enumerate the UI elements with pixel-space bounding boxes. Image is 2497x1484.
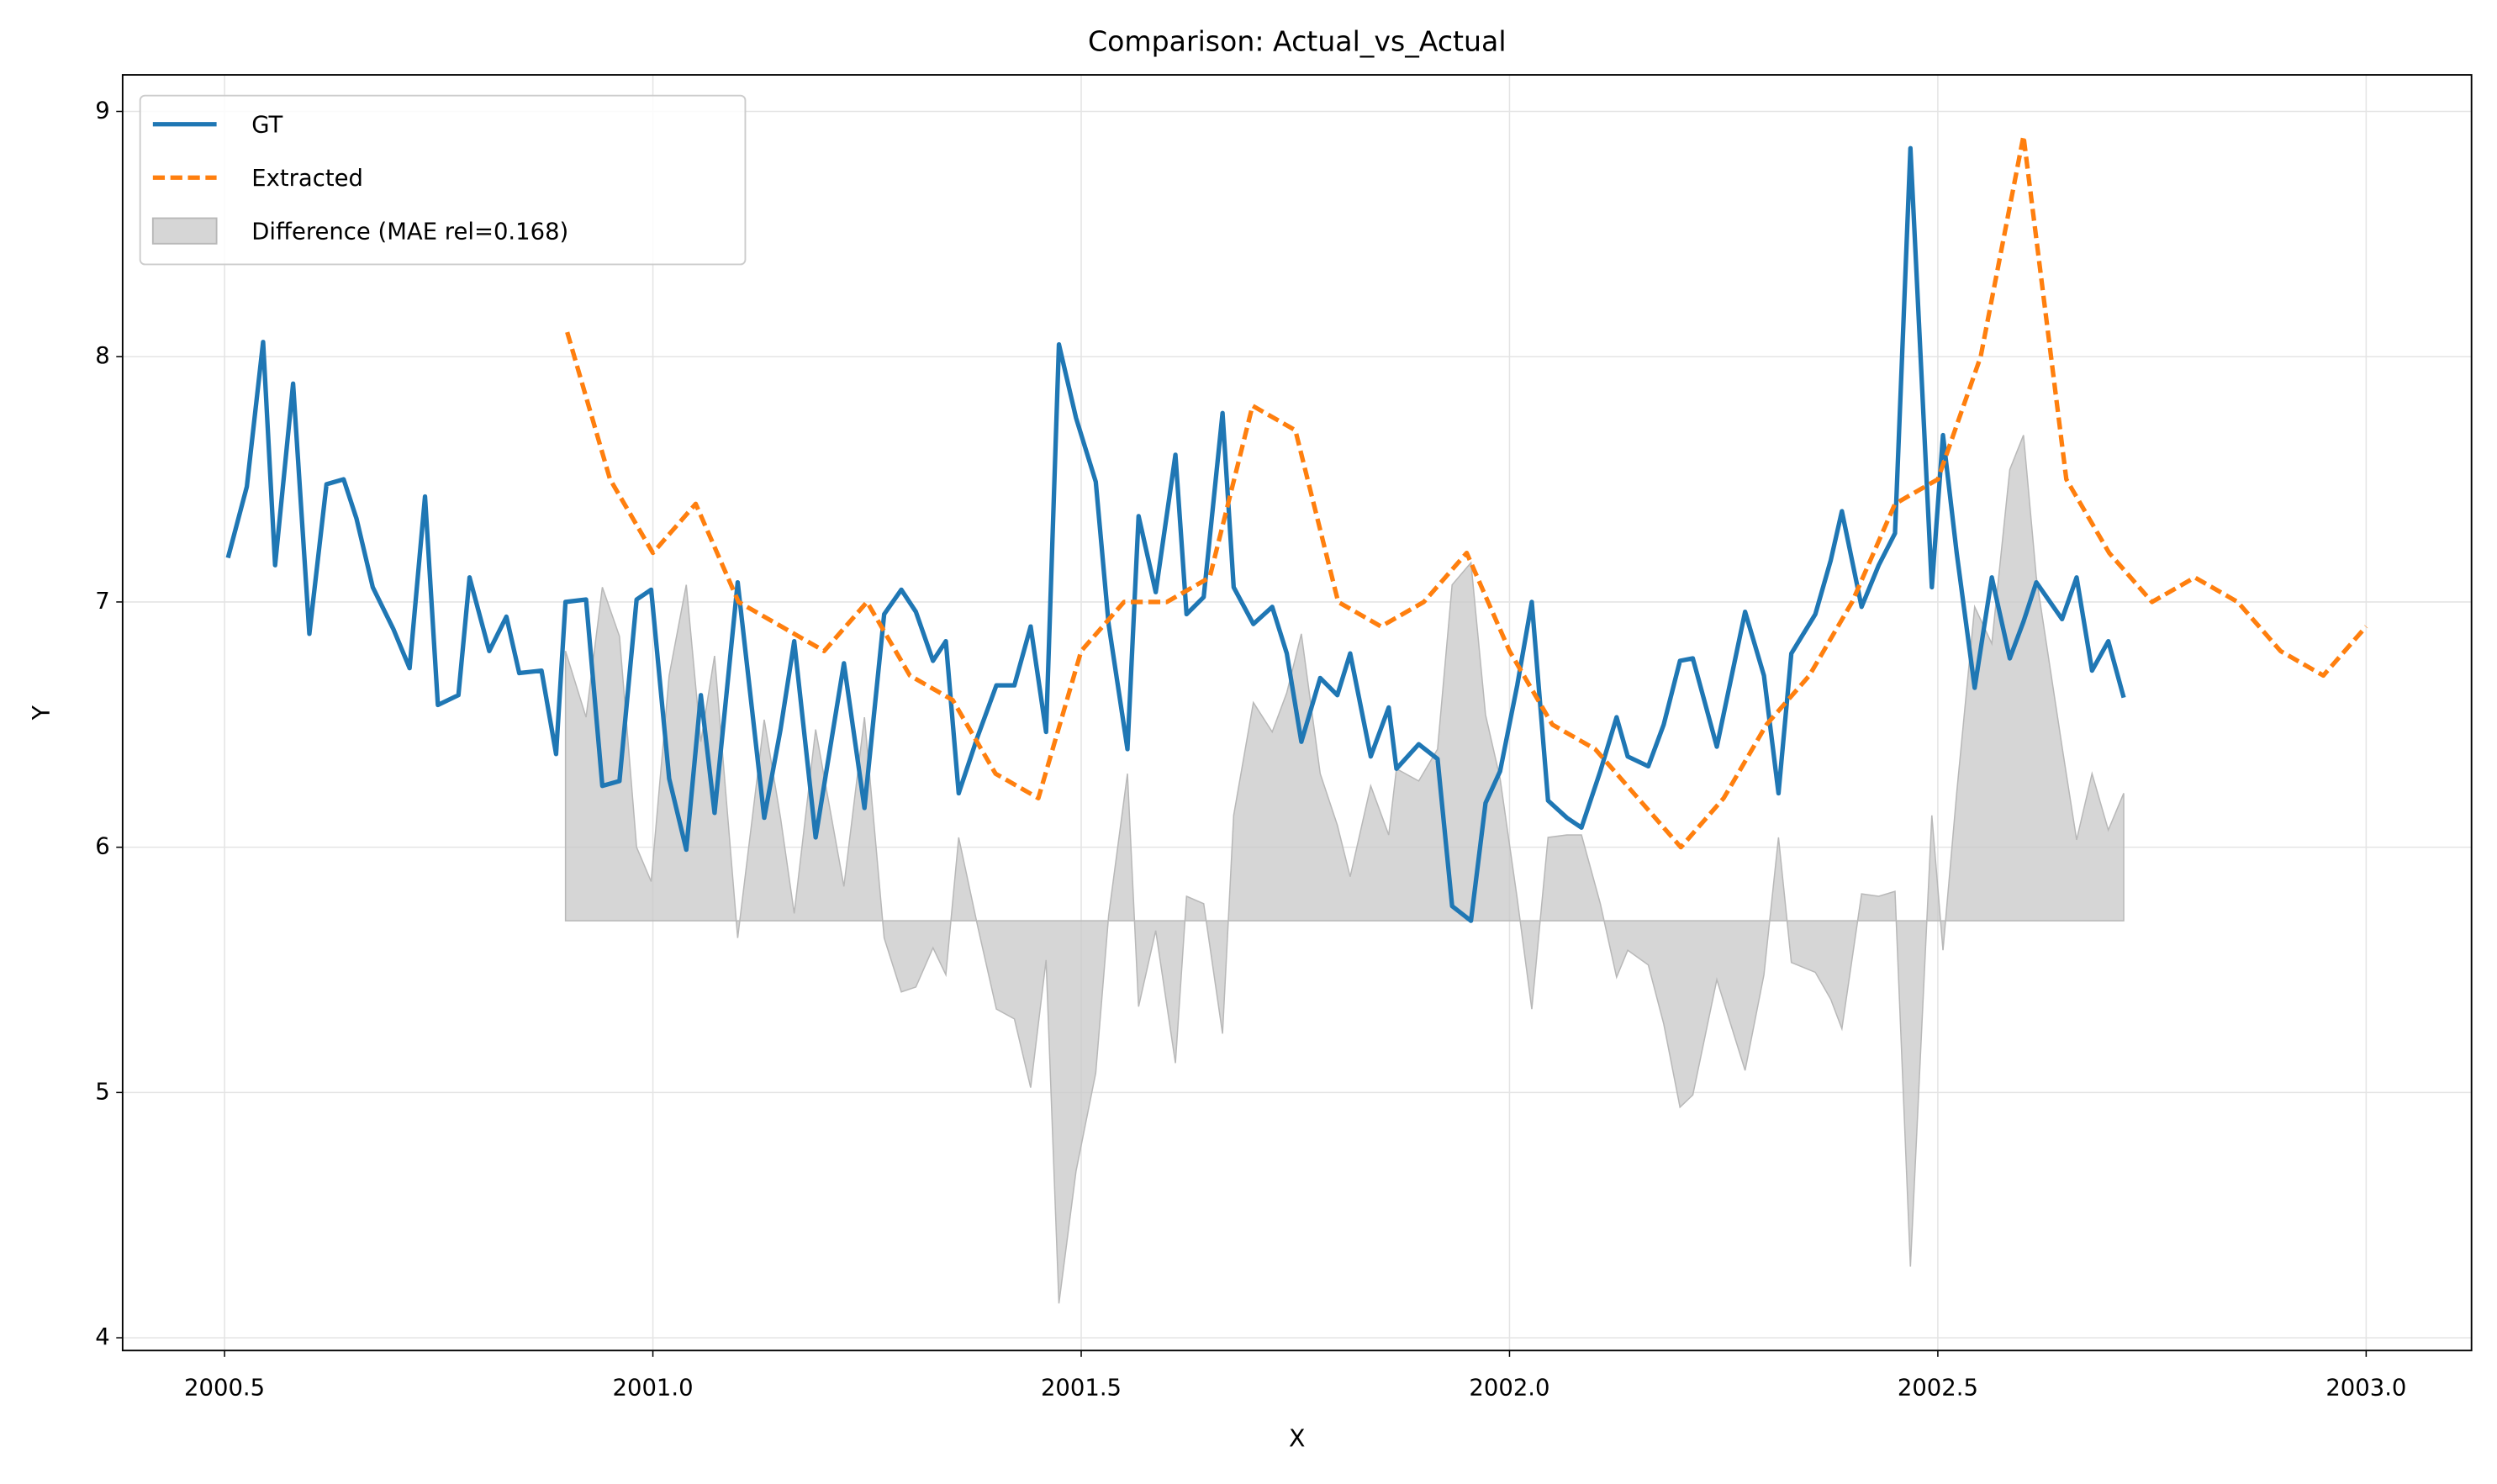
y-tick-label: 6 — [95, 834, 109, 860]
line-series — [225, 145, 2126, 923]
legend-swatch — [151, 217, 218, 245]
y-axis-label: Y — [28, 705, 55, 721]
legend-label: Extracted — [251, 166, 363, 192]
legend-label: Difference (MAE rel=0.168) — [251, 219, 568, 246]
axes-frame — [121, 74, 2473, 1352]
line-series — [565, 134, 2368, 850]
chart-title: Comparison: Actual_vs_Actual — [1088, 25, 1507, 58]
difference-area — [564, 435, 2125, 1304]
x-tick-label: 2002.0 — [1469, 1376, 1549, 1402]
x-axis-label: X — [1289, 1424, 1305, 1452]
y-tick-label: 9 — [95, 98, 109, 124]
y-tick-label: 4 — [95, 1324, 109, 1350]
x-tick-label: 2001.5 — [1041, 1376, 1122, 1402]
plot-marks — [225, 134, 2368, 1304]
x-tick-label: 2000.5 — [184, 1376, 265, 1402]
x-tick-label: 2003.0 — [2325, 1376, 2406, 1402]
x-tick-label: 2002.5 — [1898, 1376, 1978, 1402]
y-tick-label: 7 — [95, 589, 109, 615]
legend-frame — [139, 94, 747, 266]
y-tick-label: 8 — [95, 343, 109, 369]
x-tick-label: 2001.0 — [613, 1376, 694, 1402]
plot-labels: 2000.5 2001.0 2001.5 2002.0 2002.5 2003.0 4 5 6 7… — [95, 94, 2406, 1402]
y-tick-label: 5 — [95, 1079, 109, 1105]
legend-label: GT — [251, 113, 282, 139]
legend: GT Extracted Difference (MAE rel=0.168) — [139, 94, 747, 266]
